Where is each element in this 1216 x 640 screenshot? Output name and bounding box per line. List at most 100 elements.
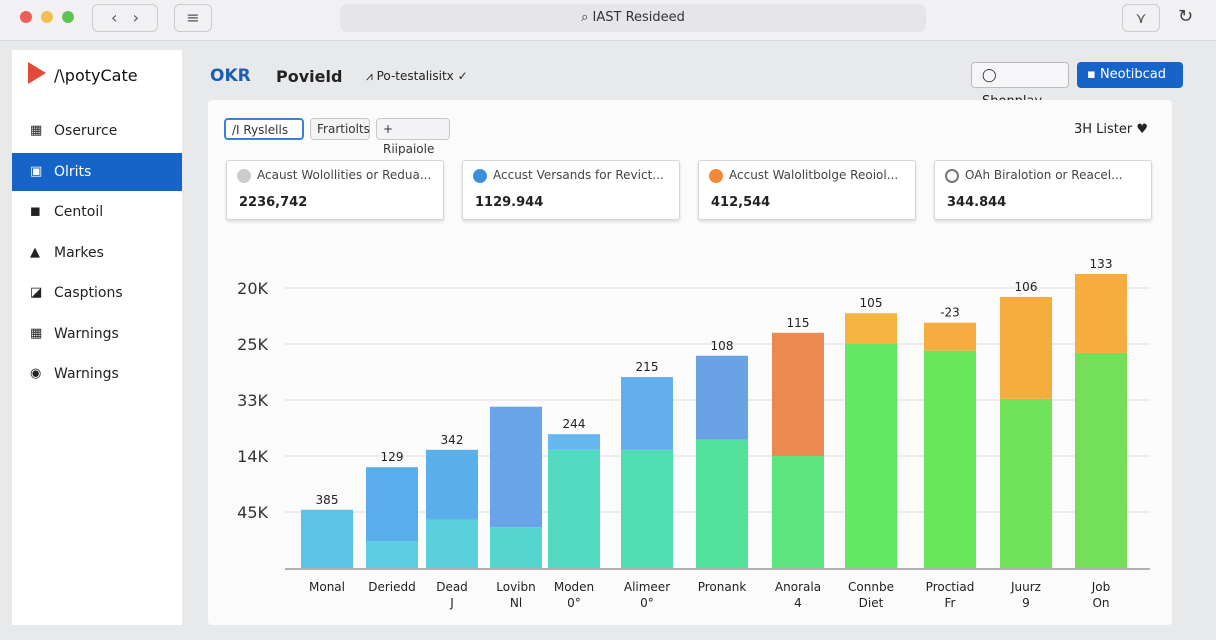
bar-label: 133 (1090, 257, 1113, 271)
card-label: Acaust Wolollities or Redua... (257, 168, 432, 182)
x-tick-label: Juurz (1010, 580, 1041, 594)
card-value: 412,544 (711, 195, 771, 210)
x-tick-label: J (449, 596, 454, 610)
filter-tab[interactable]: Frartiolts (310, 118, 370, 140)
x-tick-label: Moden (554, 580, 594, 594)
y-tick-label: 33K (237, 391, 268, 410)
x-tick-label: Dead (436, 580, 468, 594)
nav-item[interactable]: ◉ Warnings (12, 355, 182, 393)
x-tick-label: 0° (567, 596, 581, 610)
stat-card: Acaust Wolollities or Redua... 2236,742 (226, 160, 444, 220)
bar-label: 215 (636, 360, 659, 374)
card-icon (473, 169, 487, 183)
nav-item[interactable]: ◪ Casptions (12, 274, 182, 312)
bar-segment (845, 313, 897, 344)
menu[interactable]: ≡ (174, 4, 212, 32)
x-tick-label: Anorala (775, 580, 821, 594)
nav-label: Centoil (54, 204, 104, 220)
filter-tab[interactable]: + Riipaiole (376, 118, 450, 156)
nav-label: Oserurce (54, 123, 118, 139)
bar-label: 106 (1015, 280, 1038, 294)
chart: 45K 14K 33K 25K 20K 385 Monal 129 Deriedd 342 Dead… (237, 257, 1150, 610)
status: ⩘ Po-testalisitx ✓ (366, 69, 468, 83)
page-title: OKR (210, 66, 251, 86)
nav-icon: ▦ (30, 123, 43, 138)
secondary-button[interactable]: ◯ Shonplay (971, 62, 1069, 109)
maximize[interactable] (62, 11, 74, 23)
card-value: 344.844 (947, 195, 1007, 210)
nav-icon: ▲ (30, 244, 40, 260)
bar-segment (696, 355, 748, 440)
bar-segment (924, 350, 976, 568)
x-tick-label: Connbe (848, 580, 894, 594)
nav-label: Warnings (54, 366, 119, 382)
primary-button[interactable]: ▪ Neotibcad (1077, 62, 1183, 88)
x-tick-label: Proctiad (926, 580, 975, 594)
x-tick-label: Nl (510, 596, 522, 610)
address-bar[interactable]: ⌕ IAST Resideed (340, 4, 926, 32)
bar-segment (426, 519, 478, 568)
bar-segment (621, 449, 673, 568)
dropdown[interactable]: ⋎ (1122, 4, 1160, 32)
nav-icon: ◪ (30, 285, 43, 300)
bar-segment (772, 456, 824, 568)
browser-bar: ‹ › ≡ ⌕ IAST Resideed ⋎ ↻ (0, 0, 1216, 41)
minimize[interactable] (41, 11, 53, 23)
x-tick-label: Fr (945, 596, 956, 610)
nav-icon: ◉ (30, 366, 42, 381)
close[interactable] (20, 11, 32, 23)
card-value: 2236,742 (239, 195, 308, 210)
x-tick-label: Diet (859, 596, 884, 610)
bar-segment (924, 322, 976, 351)
stat-card: Accust Versands for Revict... 1129.944 (462, 160, 680, 220)
nav-item[interactable]: ◼ Centoil (12, 193, 182, 231)
list-label: 3H Lister (1074, 122, 1133, 137)
x-tick-label: Monal (309, 580, 345, 594)
bar-segment (301, 509, 353, 568)
y-tick-label: 14K (237, 447, 268, 466)
x-tick-label: Job (1091, 580, 1111, 594)
x-tick-label: 4 (794, 596, 802, 610)
x-tick-label: 0° (640, 596, 654, 610)
bar-segment (490, 406, 542, 528)
nav-icon: ▣ (30, 163, 43, 179)
x-tick-label: Lovibn (496, 580, 535, 594)
bar-segment (621, 377, 673, 450)
sidebar: /\potyCate ▦ Oserurce ▣ Olrits ◼ Centoil ▲ Mark… (12, 50, 182, 625)
nav-item[interactable]: ▦ Oserurce (12, 112, 182, 150)
x-tick-label: Alimeer (624, 580, 670, 594)
bar-segment (366, 541, 418, 568)
nav-item[interactable]: ▦ Warnings (12, 315, 182, 353)
bar-label: 108 (711, 339, 734, 353)
y-tick-label: 20K (237, 279, 268, 298)
filter-tab[interactable]: /I Ryslells (224, 118, 304, 140)
card-label: OAh Biralotion or Reacel... (965, 168, 1123, 182)
bar-segment (366, 467, 418, 542)
card-label: Accust Walolitbolge Reoiol... (729, 168, 899, 182)
nav-item[interactable]: ▲ Markes (12, 234, 182, 272)
stat-card: Accust Walolitbolge Reoiol... 412,544 (698, 160, 916, 220)
y-tick-label: 25K (237, 335, 268, 354)
list-toggle[interactable]: 3H Lister ♥ (1074, 122, 1149, 137)
x-tick-label: On (1092, 596, 1109, 610)
card-value: 1129.944 (475, 195, 544, 210)
bar-segment (845, 344, 897, 568)
reload[interactable]: ↻ (1178, 6, 1194, 27)
bar-label: 342 (441, 433, 464, 447)
nav-label: Warnings (54, 325, 119, 342)
bar-label: 105 (860, 296, 883, 310)
x-tick-label: 9 (1022, 596, 1030, 610)
nav-label: Casptions (54, 285, 123, 301)
bar-segment (1075, 274, 1127, 353)
button-label: Neotibcad (1099, 67, 1166, 82)
y-tick-label: 45K (237, 503, 268, 522)
nav-item[interactable]: ▣ Olrits (12, 152, 182, 191)
card-label: Accust Versands for Revict... (493, 168, 664, 182)
logo (28, 62, 46, 84)
card-icon (945, 169, 959, 183)
page-subtitle: Povield (276, 67, 343, 86)
nav-buttons[interactable]: ‹ › (92, 4, 158, 32)
bar-segment (1000, 296, 1052, 399)
bar-segment (1075, 352, 1127, 568)
address: IAST Resideed (592, 10, 685, 25)
